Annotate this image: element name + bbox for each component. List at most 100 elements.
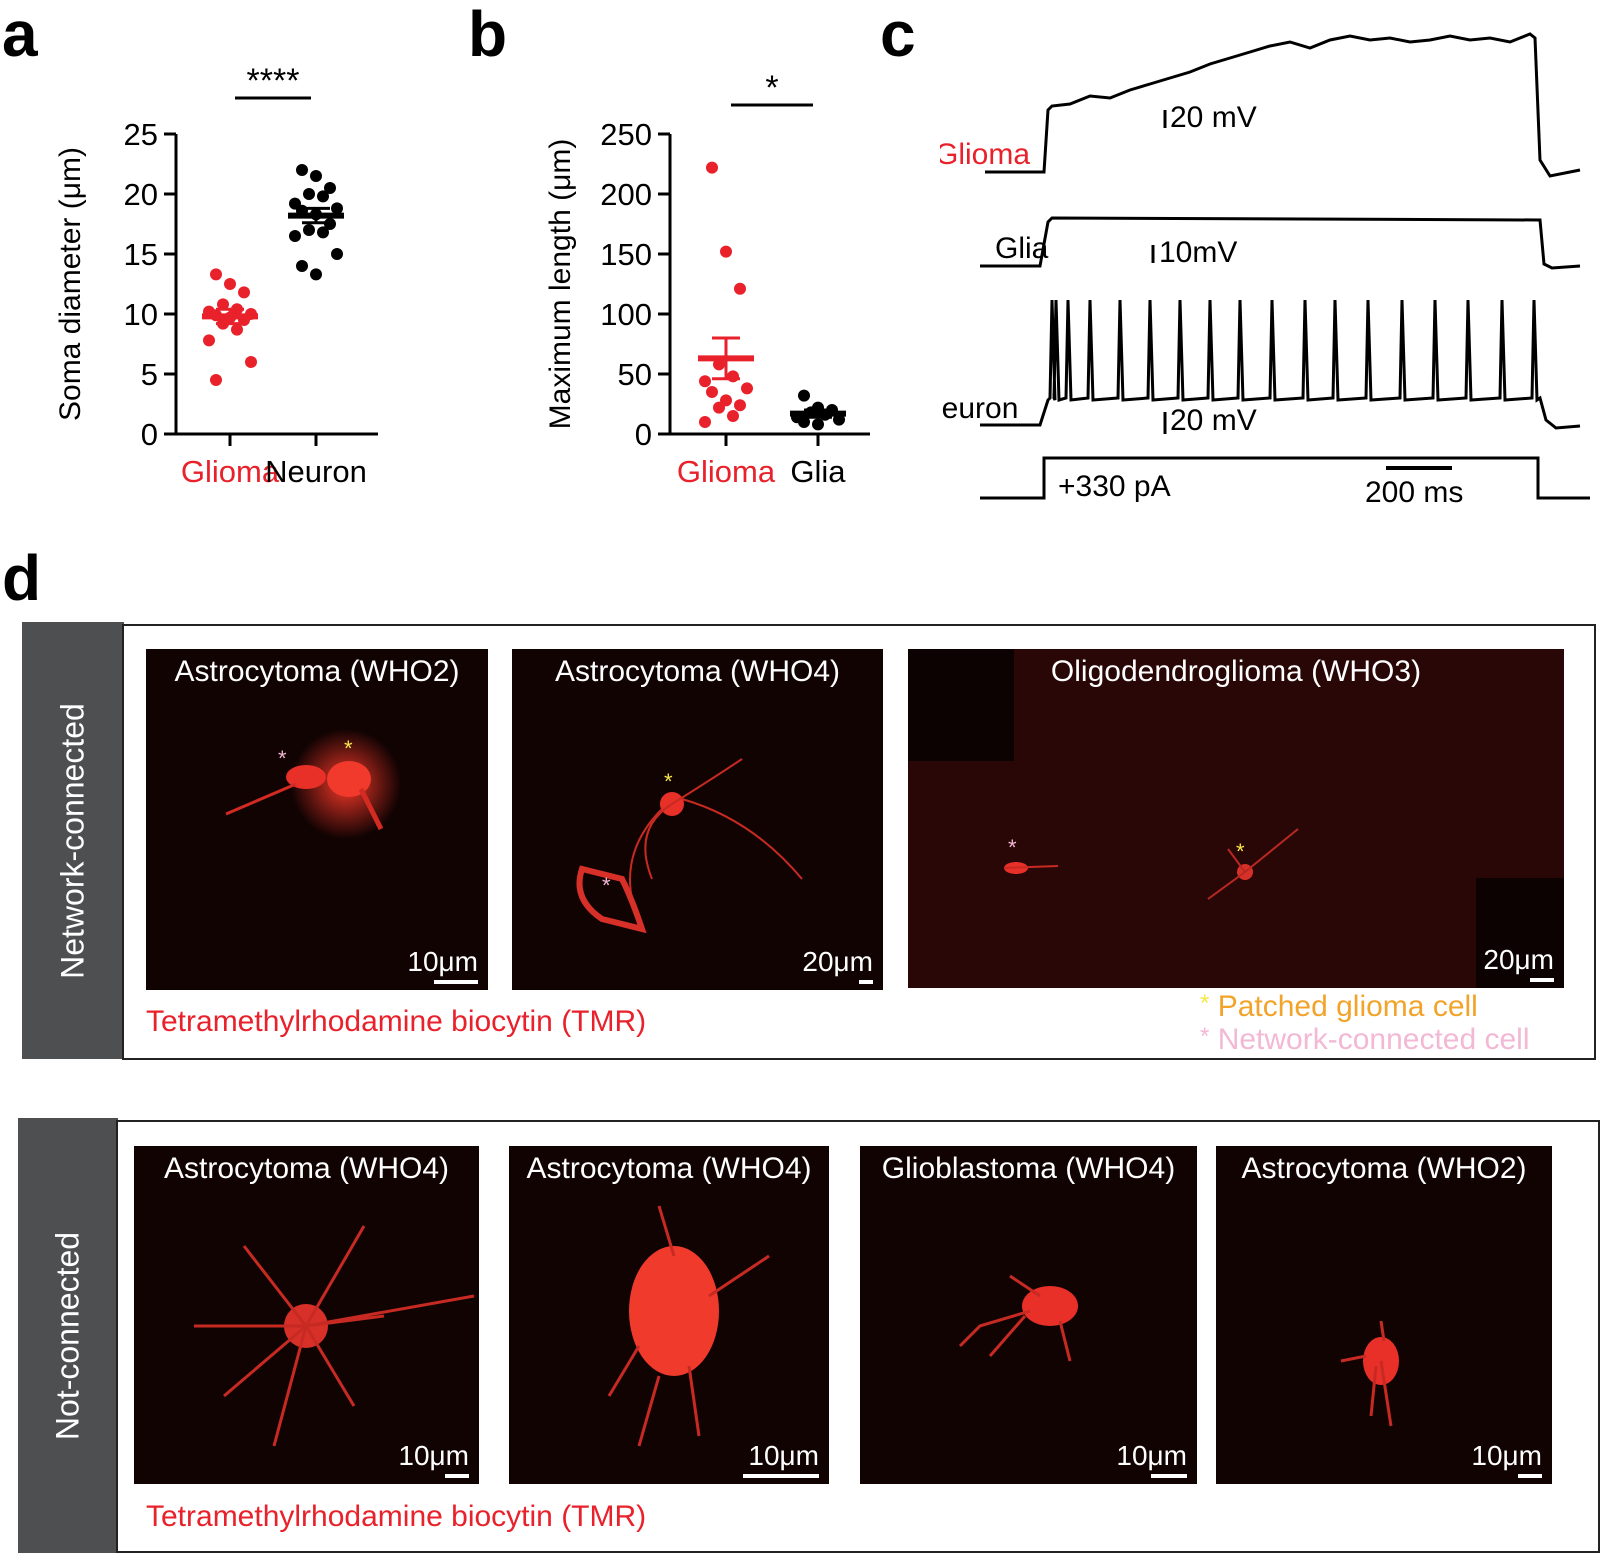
data-point (798, 389, 810, 402)
data-point (727, 370, 739, 383)
legend-marker: * (1200, 1023, 1210, 1050)
y-axis-label: Maximum length (μm) (544, 139, 577, 430)
svg-text:*: * (278, 746, 287, 771)
y-tick-label: 250 (600, 117, 652, 152)
cell-image (958, 1274, 1078, 1362)
data-point (296, 164, 308, 176)
data-point (706, 161, 718, 174)
scale-bar: 10μm (743, 1440, 819, 1478)
network-connected-box (122, 624, 1596, 1060)
y-axis-label: Soma diameter (μm) (54, 147, 87, 421)
cell-image: * * (1003, 828, 1299, 900)
data-point (245, 356, 257, 368)
x-tick-label: Glioma (677, 454, 776, 489)
data-point (331, 202, 343, 215)
neuron-scale-label: 20 mV (1170, 404, 1257, 437)
glioma-trace-label: Glioma (940, 138, 1030, 171)
glioma-scale-label: 20 mV (1170, 101, 1257, 134)
network-connected-tab: Network-connected (22, 622, 124, 1059)
micrograph-title: Astrocytoma (WHO4) (554, 655, 841, 688)
y-tick-label: 15 (124, 237, 158, 272)
micrograph-title: Oligodendroglioma (WHO3) (1050, 655, 1422, 688)
cell-image: * * (225, 729, 401, 839)
electrophysiology-traces: Glioma 20 mV Glia 10mV Neuron 20 mV +330… (940, 32, 1590, 509)
svg-text:*: * (1008, 835, 1017, 860)
data-point (741, 382, 753, 395)
glia-trace-label: Glia (995, 232, 1049, 265)
glia-scale-label: 10mV (1159, 236, 1237, 269)
cell-image (607, 1205, 770, 1447)
data-point (317, 226, 329, 239)
y-tick-label: 10 (124, 297, 158, 332)
data-point (310, 170, 322, 182)
micrograph-title: Astrocytoma (WHO4) (526, 1152, 812, 1185)
y-tick-label: 5 (141, 357, 158, 392)
data-point (734, 399, 746, 412)
y-tick-label: 50 (618, 357, 652, 392)
data-point (238, 286, 250, 299)
panel-letter-b: b (468, 0, 508, 70)
cell-image (194, 1225, 475, 1447)
not-connected-tab: Not-connected (18, 1118, 118, 1553)
y-tick-label: 20 (124, 177, 158, 212)
scale-bar: 10μm (398, 1440, 469, 1478)
data-point (812, 418, 824, 431)
micrograph-title: Glioblastoma (WHO4) (881, 1152, 1176, 1185)
y-tick-label: 100 (600, 297, 652, 332)
data-point (324, 182, 336, 194)
data-point (210, 268, 222, 281)
data-point (310, 268, 322, 281)
data-point (303, 188, 315, 200)
data-point (727, 410, 739, 422)
legend-label: Network-connected cell (1217, 1023, 1530, 1056)
chart-a-soma-diameter: 0 5 10 15 20 25 Soma diameter (μm) GliomaNeuron… (54, 62, 378, 489)
data-point (798, 416, 810, 428)
not-connected-label: Not-connected (49, 1231, 86, 1440)
micrograph-title: Astrocytoma (WHO2) (174, 655, 460, 688)
not-connected-box (116, 1120, 1600, 1553)
network-connected-label: Network-connected (54, 702, 91, 979)
significance-stars: * (765, 69, 778, 107)
data-point (699, 375, 711, 388)
micrograph-title: Astrocytoma (WHO4) (163, 1152, 450, 1185)
stain-label-not-connected: Tetramethylrhodamine biocytin (TMR) (146, 1500, 647, 1533)
time-scale-label: 200 ms (1365, 476, 1463, 509)
y-tick-label: 200 (600, 177, 652, 212)
legend-patched-glioma-cell: * Patched glioma cell (1200, 990, 1478, 1024)
cell-image (1340, 1320, 1399, 1427)
data-point (331, 248, 343, 260)
scale-bar: 10μm (407, 946, 478, 984)
legend-label: Patched glioma cell (1217, 990, 1478, 1023)
x-tick-label: Neuron (265, 454, 367, 489)
cell-image: * * (576, 758, 803, 934)
data-point (203, 334, 215, 347)
x-tick-label: Glioma (181, 454, 280, 489)
data-point (734, 282, 746, 295)
panel-letter-c: c (880, 0, 916, 70)
data-point (303, 224, 315, 236)
data-point (706, 386, 718, 398)
data-point (713, 401, 725, 414)
y-tick-label: 25 (124, 117, 158, 152)
micrograph-astrocytoma-who2-connected: Astrocytoma (WHO2) * * 10μm (146, 649, 488, 990)
micrograph-astrocytoma-who4-a: Astrocytoma (WHO4) 10μm (134, 1146, 479, 1484)
scale-bar: 10μm (1471, 1440, 1542, 1478)
current-step-stimulus (980, 456, 1590, 500)
data-point (210, 374, 222, 386)
glia-trace (980, 216, 1581, 270)
y-tick-label: 150 (600, 237, 652, 272)
stain-label-connected: Tetramethylrhodamine biocytin (TMR) (146, 1005, 647, 1038)
micrograph-astrocytoma-who2-b: Astrocytoma (WHO2) 10μm (1216, 1146, 1552, 1484)
svg-text:*: * (664, 769, 673, 794)
data-point (231, 323, 243, 336)
svg-text:*: * (344, 736, 353, 761)
stimulus-label: +330 pA (1058, 470, 1171, 503)
data-point (224, 278, 236, 290)
legend-marker: * (1200, 990, 1210, 1017)
data-point (720, 245, 732, 258)
panel-letter-a: a (2, 0, 38, 70)
data-point (317, 190, 329, 203)
micrograph-title: Astrocytoma (WHO2) (1241, 1152, 1527, 1185)
scale-bar: 20μm (802, 946, 873, 984)
micrograph-astrocytoma-who4-b: Astrocytoma (WHO4) 10μm (509, 1146, 829, 1484)
